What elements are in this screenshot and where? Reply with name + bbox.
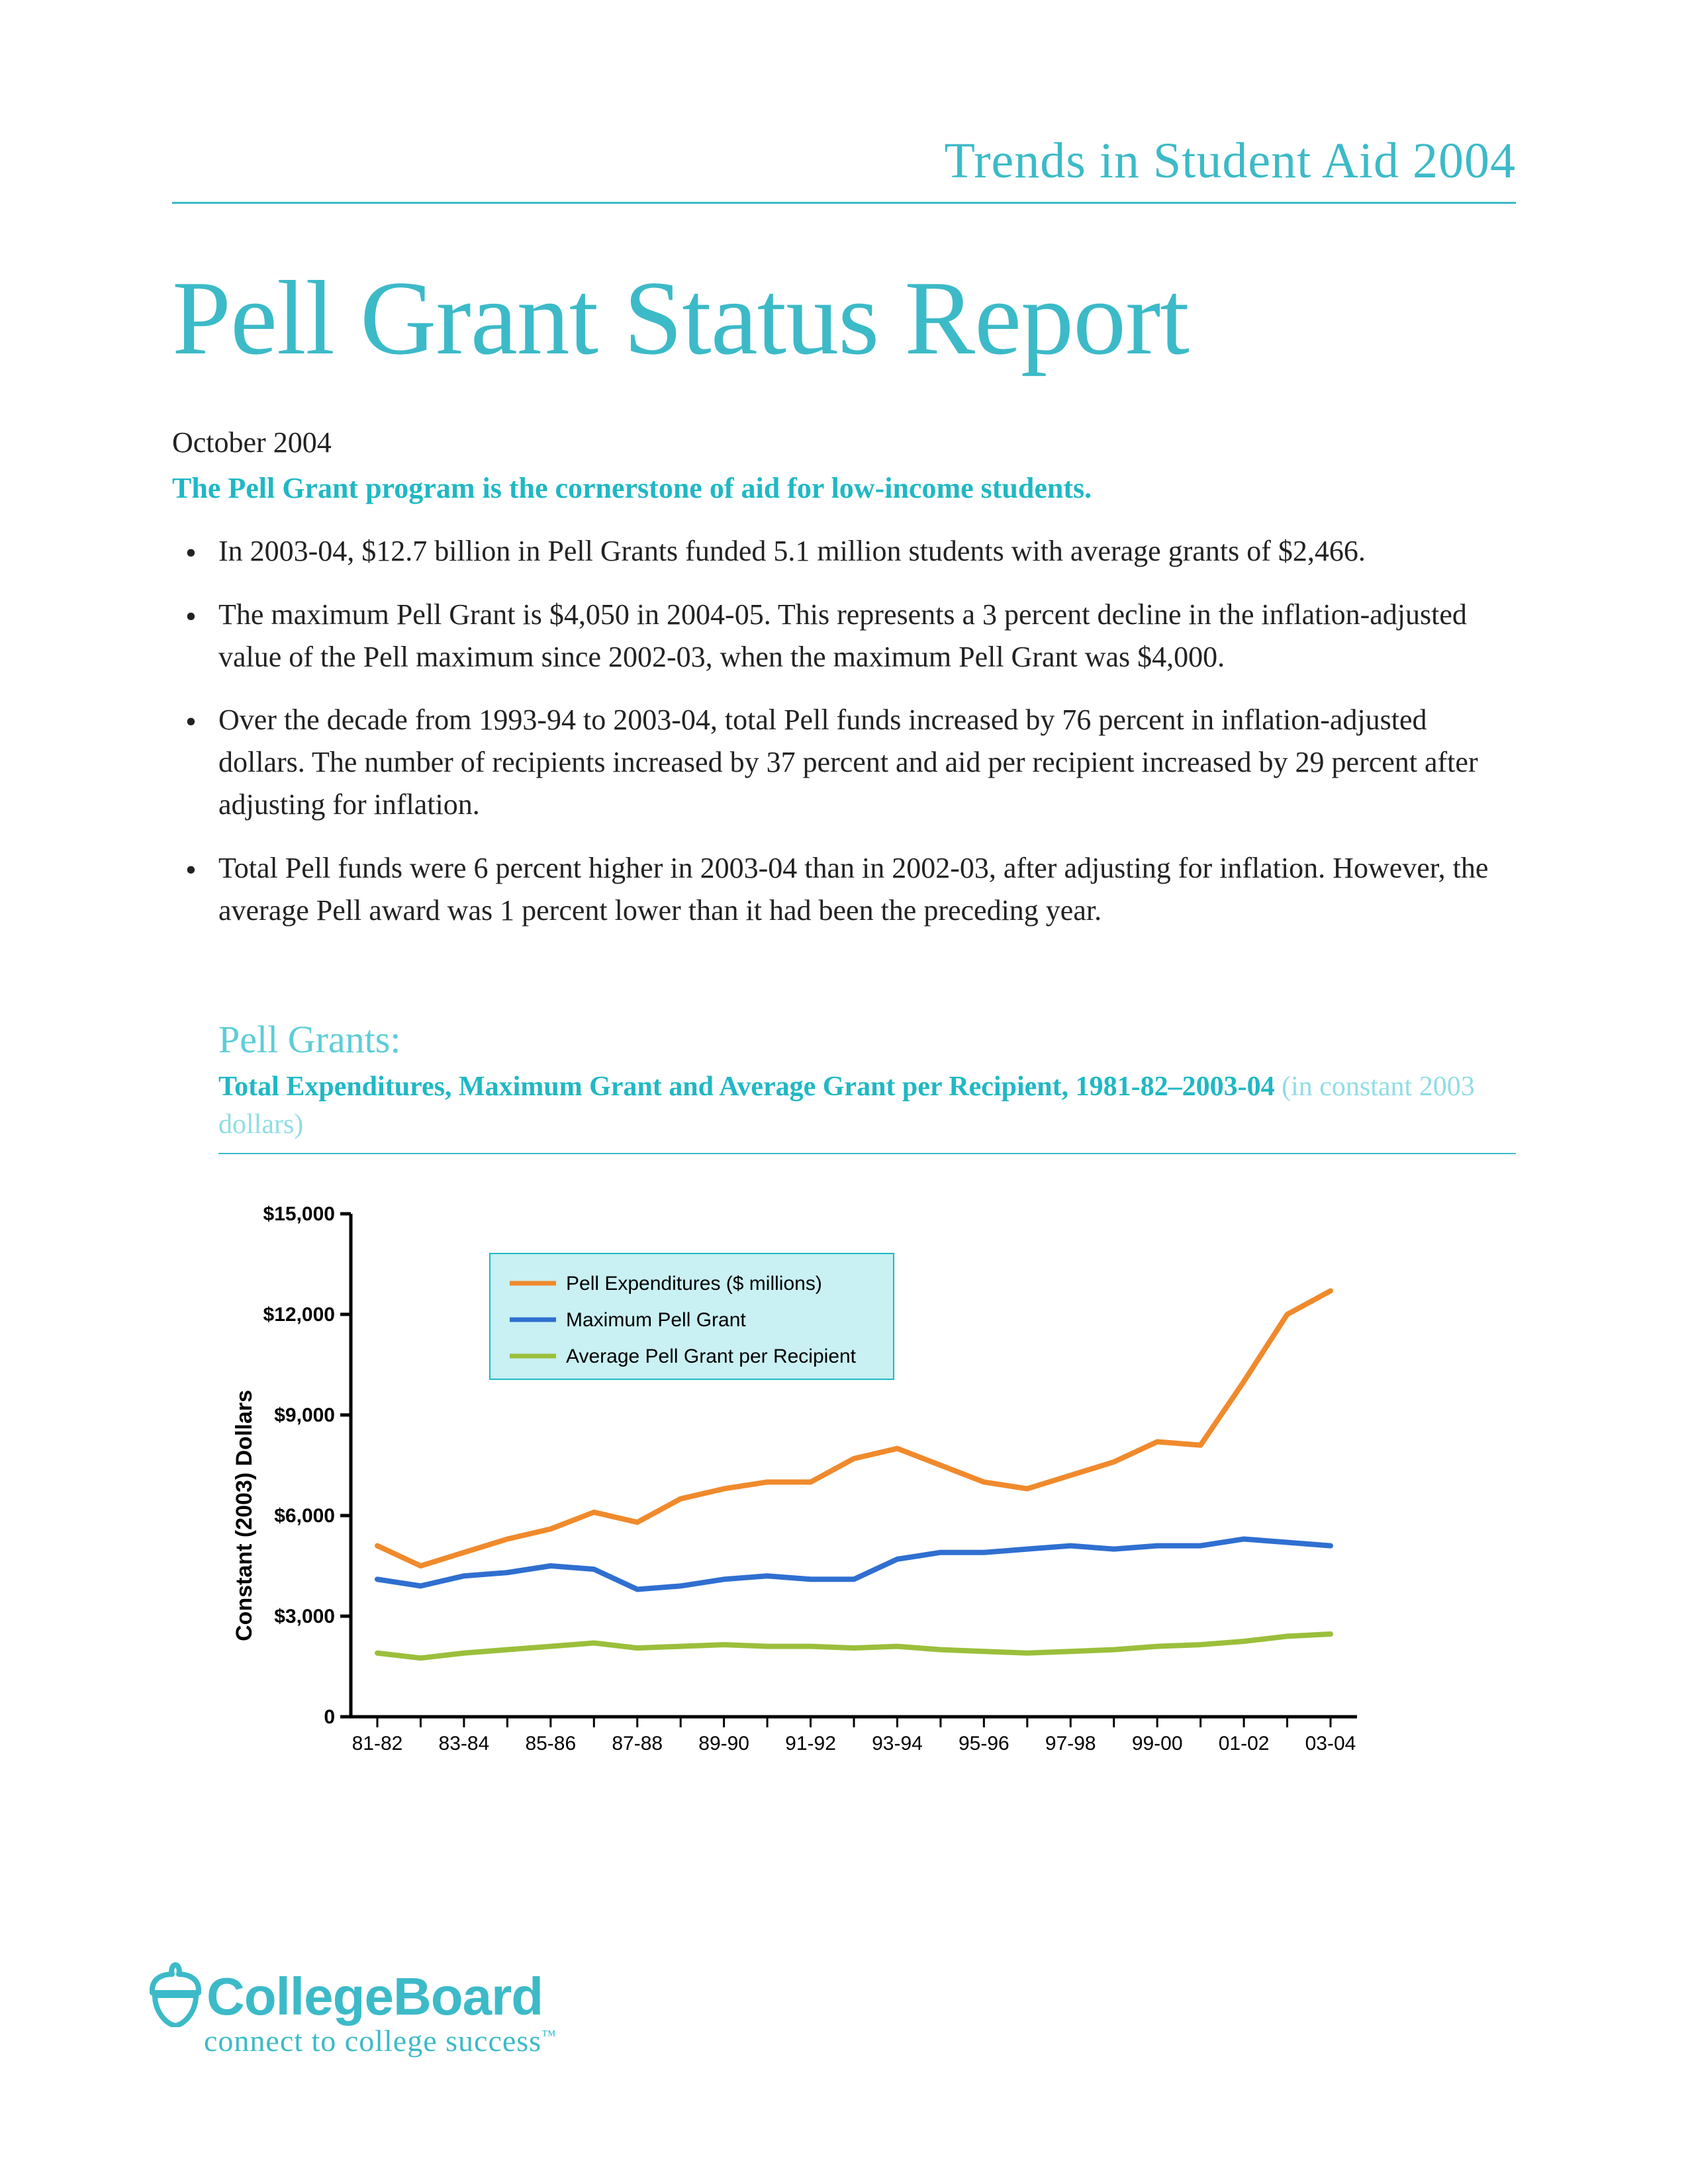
svg-text:$6,000: $6,000	[274, 1505, 335, 1527]
svg-text:$3,000: $3,000	[274, 1606, 335, 1627]
svg-text:$12,000: $12,000	[263, 1304, 335, 1326]
svg-text:87-88: 87-88	[612, 1733, 663, 1754]
logo-text: CollegeBoard	[207, 1966, 543, 2027]
logo-tagline: connect to college success™	[146, 2023, 557, 2058]
svg-text:91-92: 91-92	[785, 1733, 836, 1754]
svg-text:01-02: 01-02	[1219, 1733, 1270, 1754]
svg-text:97-98: 97-98	[1045, 1733, 1096, 1754]
svg-text:03-04: 03-04	[1305, 1733, 1356, 1754]
page-title: Pell Grant Status Report	[172, 257, 1516, 379]
logo-tagline-text: connect to college success	[204, 2024, 541, 2058]
trademark-symbol: ™	[541, 2027, 557, 2044]
svg-text:$15,000: $15,000	[263, 1203, 335, 1225]
svg-text:81-82: 81-82	[352, 1733, 403, 1754]
svg-text:95-96: 95-96	[959, 1733, 1009, 1754]
svg-text:93-94: 93-94	[872, 1733, 923, 1754]
svg-text:Maximum Pell Grant: Maximum Pell Grant	[566, 1309, 746, 1331]
logo: CollegeBoard connect to college success™	[146, 1961, 557, 2058]
chart-subtitle-main: Total Expenditures, Maximum Grant and Av…	[218, 1071, 1275, 1102]
chart-section-title: Pell Grants:	[218, 1017, 1516, 1062]
bullet-item: Total Pell funds were 6 percent higher i…	[218, 847, 1516, 932]
svg-text:99-00: 99-00	[1132, 1733, 1183, 1754]
svg-text:83-84: 83-84	[439, 1733, 490, 1754]
bullet-item: In 2003-04, $12.7 billion in Pell Grants…	[218, 530, 1516, 572]
chart-section: Pell Grants: Total Expenditures, Maximum…	[172, 1017, 1516, 1805]
chart-subtitle: Total Expenditures, Maximum Grant and Av…	[218, 1068, 1516, 1143]
bullet-list: In 2003-04, $12.7 billion in Pell Grants…	[172, 530, 1516, 931]
date: October 2004	[172, 426, 1516, 459]
bullet-item: Over the decade from 1993-94 to 2003-04,…	[218, 699, 1516, 825]
acorn-icon	[146, 1961, 205, 2027]
svg-text:Pell Expenditures ($ millions): Pell Expenditures ($ millions)	[566, 1273, 822, 1295]
line-chart: 0 $3,000 $6,000 $9,000 $12,000 $15,000 Constan…	[218, 1194, 1516, 1806]
svg-text:$9,000: $9,000	[274, 1404, 335, 1426]
chart-divider	[218, 1153, 1516, 1154]
svg-text:Average Pell Grant per Recipie: Average Pell Grant per Recipient	[566, 1345, 857, 1367]
svg-text:85-86: 85-86	[525, 1733, 576, 1754]
chart-svg: 0 $3,000 $6,000 $9,000 $12,000 $15,000 Constan…	[218, 1194, 1397, 1803]
header-title: Trends in Student Aid 2004	[172, 132, 1516, 204]
subtitle: The Pell Grant program is the cornerston…	[172, 471, 1516, 505]
svg-text:89-90: 89-90	[698, 1733, 749, 1754]
bullet-item: The maximum Pell Grant is $4,050 in 2004…	[218, 594, 1516, 678]
svg-text:Constant (2003) Dollars: Constant (2003) Dollars	[232, 1390, 257, 1641]
svg-text:0: 0	[324, 1706, 335, 1728]
